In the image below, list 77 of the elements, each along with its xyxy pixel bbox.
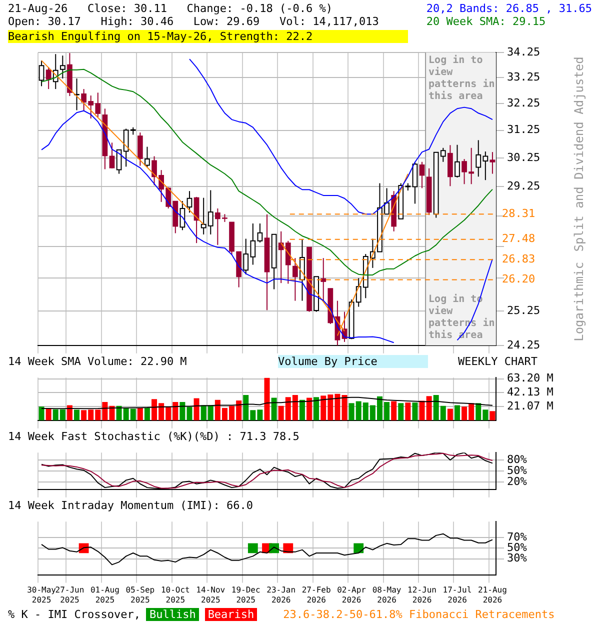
y-tick-label: 70% <box>507 530 528 544</box>
text: 20,2 Bands: 26.85 , 31.65 <box>426 2 592 15</box>
bar <box>46 408 52 420</box>
bar <box>306 398 312 420</box>
x-tick-label: 02-Apr 2026 <box>337 586 366 604</box>
y-tick-label: 24.25 <box>507 338 540 352</box>
chart-title: 14 Week Fast Stochastic (%K)(%D) : 71.3 78.5 <box>8 430 300 443</box>
y-tick-label: 31.25 <box>507 123 540 136</box>
y-tick-label: 50% <box>507 541 528 554</box>
bar <box>314 397 320 420</box>
candlestick <box>320 258 326 302</box>
y-tick-label: 42.13 M <box>507 386 554 399</box>
chart-title: 21-Aug-26 Close: 30.11 Change: -0.18 (-0.6 %) <box>8 2 333 15</box>
x-tick-label: 30-May 2025 <box>27 586 56 604</box>
bar <box>342 395 348 420</box>
bar <box>454 405 460 420</box>
x-tick-label: 08-May 2026 <box>372 586 402 604</box>
bar <box>144 408 150 420</box>
text: Logarithmic <box>572 262 586 342</box>
x-tick-label: 14-Nov 2025 <box>196 586 226 604</box>
bar <box>299 400 305 420</box>
candlestick <box>292 258 298 302</box>
y-tick-label: 32.25 <box>507 96 540 110</box>
bar <box>271 398 277 420</box>
y-tick-label: 25.25 <box>507 304 540 317</box>
y-tick-label: 34.25 <box>507 45 540 58</box>
bar <box>38 406 44 420</box>
candlestick <box>419 161 425 189</box>
bar <box>398 403 404 420</box>
candlestick <box>137 132 143 166</box>
chart-title: 14 Week SMA Volume: 22.90 M <box>8 355 188 368</box>
chart-subtitle: Open: 30.17 High: 30.46 Low: 29.69 Vol: 14,117,013 <box>8 15 379 28</box>
y-tick-label: 33.25 <box>507 70 540 84</box>
text: Bullish <box>146 608 199 621</box>
x-tick-label: 19-Dec 2025 <box>231 586 260 604</box>
ref-line-label: 26.83 <box>502 252 536 266</box>
x-tick-label: 05-Sep 2025 <box>126 586 155 604</box>
text: Bearish <box>204 608 258 621</box>
band-label: Log in to view patterns in this area <box>428 54 495 102</box>
x-tick-label: 23-Jan 2026 <box>266 586 296 604</box>
x-tick-label: 27-Jun 2025 <box>55 586 84 604</box>
y-tick-label: 20% <box>507 474 528 488</box>
y-tick-label: 29.25 <box>507 179 540 192</box>
bar <box>447 408 453 420</box>
x-tick-label: 27-Feb 2026 <box>302 586 331 604</box>
text: 20 Week SMA: 29.15 <box>426 15 546 28</box>
x-tick-label: 17-Jul 2026 <box>442 586 472 604</box>
bar <box>490 411 496 420</box>
y-tick-label: 50% <box>507 464 528 477</box>
x-tick-label: 10-Oct 2025 <box>160 586 190 604</box>
y-tick-label: 80% <box>507 452 528 466</box>
x-tick-label: 01-Aug 2025 <box>90 586 120 604</box>
y-tick-label: 30.25 <box>507 150 540 164</box>
bar <box>391 401 397 420</box>
legend-title: % K - IMI Crossover, <box>8 608 140 621</box>
x-tick-label: 12-Jun 2026 <box>408 586 437 604</box>
y-tick-label: 21.07 M <box>507 399 554 412</box>
bar <box>412 402 418 420</box>
y-tick-label: 30% <box>507 552 528 565</box>
ref-line-label: 26.20 <box>502 272 536 286</box>
text: WEEKLY CHART <box>458 355 538 368</box>
bar <box>74 410 80 420</box>
candlestick <box>109 142 115 169</box>
bar <box>405 402 411 420</box>
ref-line-label: 27.48 <box>502 232 536 246</box>
candlestick <box>46 66 52 90</box>
x-tick-label: 21-Aug 2026 <box>478 586 508 604</box>
text: 23.6-38.2-50-61.8% Fibonacci Retracements <box>283 608 555 621</box>
candlestick <box>490 152 496 174</box>
y-axis-title: Split and Dividend Adjusted <box>572 56 586 252</box>
ref-line-label: 28.31 <box>502 206 536 220</box>
bar <box>194 398 200 420</box>
bar <box>137 408 143 420</box>
y-tick-label: 63.20 M <box>507 372 554 385</box>
text: Bearish Engulfing on 15-May-26, Strength: 22.2 <box>8 30 408 43</box>
chart-title: 14 Week Intraday Momentum (IMI): 66.0 <box>8 499 254 512</box>
text: Volume By Price <box>278 355 428 368</box>
